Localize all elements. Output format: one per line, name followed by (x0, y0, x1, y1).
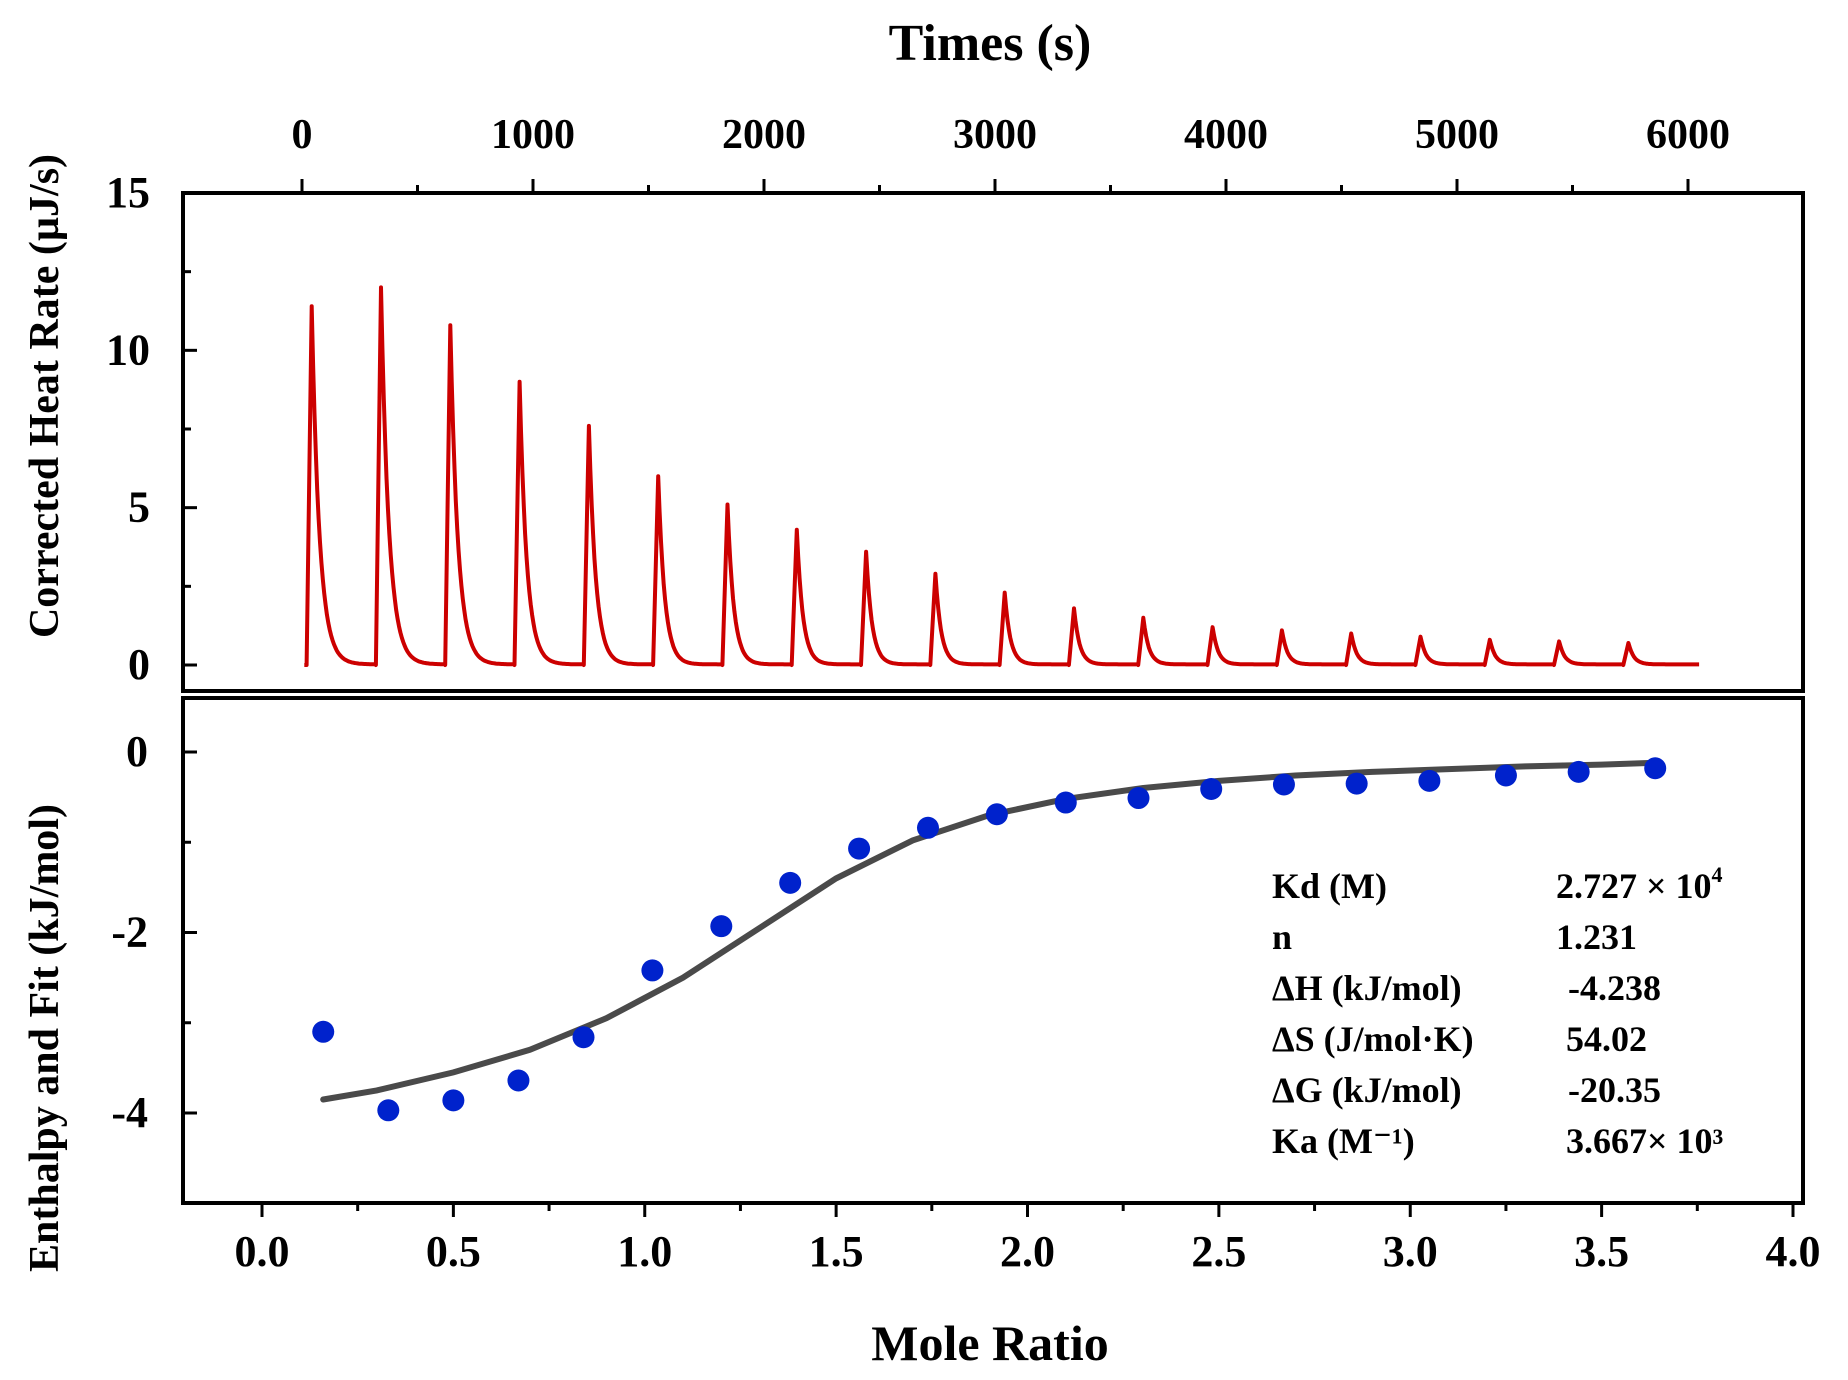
param-label: ΔS (J/mol·K) (1272, 1019, 1474, 1059)
enthalpy-point (1127, 787, 1150, 810)
param-label: Kd (M) (1272, 866, 1387, 906)
enthalpy-point (710, 915, 733, 938)
param-label: ΔG (kJ/mol) (1272, 1070, 1462, 1110)
bottom-x-tick-label: 1.5 (809, 1227, 864, 1276)
top-y-tick-label: 5 (128, 483, 150, 532)
top-x-tick-label: 6000 (1646, 112, 1730, 158)
bottom-y-tick-label: 0 (126, 727, 148, 776)
bottom-axis-title: Mole Ratio (871, 1315, 1108, 1371)
param-value: 1.231 (1556, 917, 1637, 957)
enthalpy-point (1567, 760, 1590, 783)
top-x-tick-label: 0 (292, 112, 313, 158)
enthalpy-point (641, 959, 664, 982)
bottom-x-tick-label: 0.0 (235, 1227, 290, 1276)
heat-rate-trace (304, 285, 1700, 667)
enthalpy-point (1054, 791, 1077, 814)
param-label: ΔH (kJ/mol) (1272, 968, 1462, 1008)
enthalpy-point (507, 1069, 530, 1092)
enthalpy-point (1644, 757, 1667, 780)
bottom-y-axis-title: Enthalpy and Fit (kJ/mol) (22, 804, 68, 1272)
bottom-panel-frame (181, 696, 1805, 1205)
param-value: -20.35 (1568, 1070, 1661, 1110)
enthalpy-points (312, 757, 1667, 1122)
enthalpy-point (442, 1089, 465, 1112)
enthalpy-point (916, 816, 939, 839)
enthalpy-point (1272, 773, 1295, 796)
top-y-tick-label: 10 (106, 325, 150, 374)
top-x-tick-label: 1000 (491, 112, 575, 158)
enthalpy-point (985, 803, 1008, 826)
enthalpy-point (1418, 769, 1441, 792)
bottom-x-tick-label: 2.5 (1191, 1227, 1246, 1276)
bottom-y-tick-label: -2 (111, 908, 148, 957)
top-y-tick-label: 0 (128, 640, 150, 689)
param-value: 2.727 × 104 (1556, 862, 1723, 906)
bottom-panel-ticks: 0.0 0.5 1.0 1.5 2.0 2.5 3.0 3.5 4.0 0 -2 -4 (111, 727, 1820, 1276)
top-panel-ticks: 0 1000 2000 3000 4000 5000 6000 0 5 10 15 (106, 112, 1730, 689)
param-value-exponent: 4 (1712, 862, 1723, 887)
enthalpy-point (377, 1099, 400, 1122)
bottom-x-tick-label: 4.0 (1766, 1227, 1821, 1276)
bottom-x-tick-label: 0.5 (426, 1227, 481, 1276)
top-x-tick-label: 3000 (953, 112, 1037, 158)
top-y-tick-label: 15 (106, 168, 150, 217)
bottom-x-tick-label: 3.0 (1383, 1227, 1438, 1276)
top-axis-title: Times (s) (889, 15, 1092, 72)
param-value: 54.02 (1566, 1019, 1647, 1059)
enthalpy-point (1200, 778, 1223, 801)
top-x-tick-label: 5000 (1415, 112, 1499, 158)
param-value: 3.667× 10³ (1566, 1121, 1724, 1161)
bottom-x-tick-label: 1.0 (617, 1227, 672, 1276)
bottom-x-tick-label: 2.0 (1000, 1227, 1055, 1276)
bottom-x-tick-label: 3.5 (1574, 1227, 1629, 1276)
enthalpy-point (572, 1026, 595, 1049)
enthalpy-point (312, 1020, 335, 1043)
fit-parameters-table: Kd (M) 2.727 × 104 n 1.231 ΔH (kJ/mol) -4.238… (1272, 862, 1724, 1161)
param-label: n (1272, 917, 1292, 957)
enthalpy-point (779, 871, 802, 894)
top-y-axis-title: Corrected Heat Rate (µJ/s) (22, 154, 68, 638)
param-value: -4.238 (1568, 968, 1661, 1008)
param-label: Ka (M⁻¹) (1272, 1121, 1415, 1161)
top-x-tick-label: 4000 (1184, 112, 1268, 158)
top-x-tick-label: 2000 (722, 112, 806, 158)
enthalpy-point (1345, 772, 1368, 795)
top-panel-frame (181, 191, 1805, 693)
enthalpy-point (848, 837, 871, 860)
enthalpy-point (1494, 764, 1517, 787)
bottom-y-tick-label: -4 (111, 1088, 148, 1137)
